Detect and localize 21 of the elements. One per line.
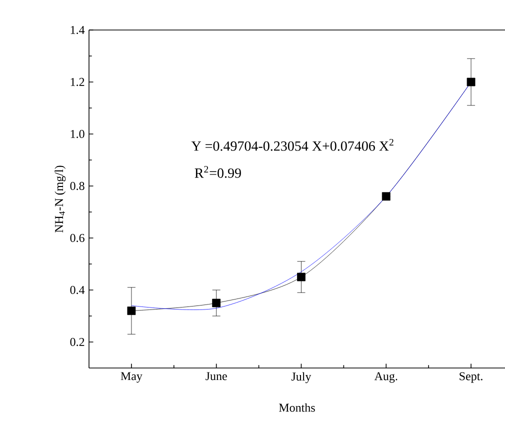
point (297, 272, 306, 282)
x-tick-label: Sept. (460, 372, 482, 383)
y-tick-label: 1.4 (70, 26, 85, 34)
y-tick-label: 1.2 (70, 78, 84, 86)
y-tick-label: 0.4 (70, 286, 85, 294)
y-tick-label: 0.6 (70, 234, 84, 242)
point (127, 306, 136, 315)
x-tick-label: Aug. (374, 372, 398, 383)
y-tick-label: 0.8 (70, 182, 84, 190)
y-tick-label: 0.2 (70, 338, 84, 346)
y-axis-title: NH$_{4}$-N (mg/l) (54, 166, 66, 232)
x-axis-title: Months (279, 403, 315, 412)
point (382, 192, 390, 201)
annotation: Y =0.49704-0.23054 X+0.07406 X$^{2}$ (191, 138, 394, 151)
x-tick-label: June (206, 372, 227, 380)
point (466, 78, 476, 86)
point (212, 298, 221, 308)
x-tick-label: May (120, 372, 142, 383)
x-tick-label: July (291, 372, 312, 384)
annotation: R$^{2}$=0.99 (194, 166, 241, 178)
y-tick-label: 1.0 (70, 130, 84, 138)
